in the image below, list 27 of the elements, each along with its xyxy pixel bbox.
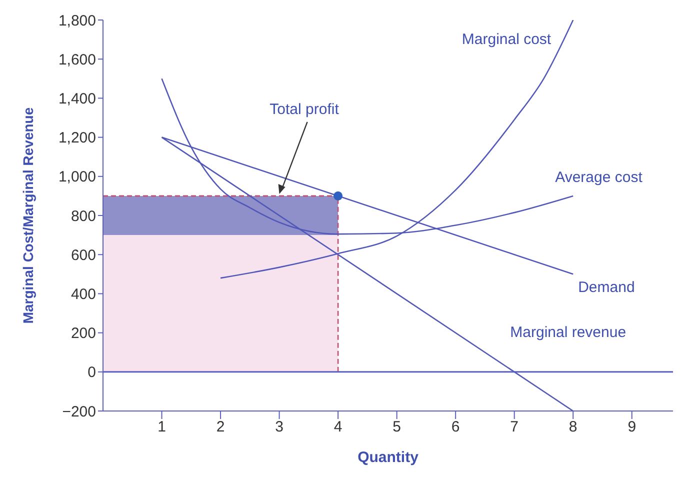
y-tick-label: 1,800 [58,12,96,30]
y-tick-label: 0 [88,364,96,382]
y-tick-label: 1,200 [58,130,96,147]
y-tick-label: 800 [70,208,96,225]
y-tick-label: 1,000 [58,168,96,186]
series-label: Demand [578,279,635,296]
x-tick-label: 6 [451,418,460,436]
x-tick-label: 8 [568,418,578,436]
series-label: Marginal revenue [510,324,626,341]
x-tick-label: 4 [334,418,342,436]
y-tick-label: −200 [62,403,96,420]
y-tick-label: 1,400 [58,90,96,108]
series-label: Average cost [555,168,644,186]
x-axis-title: Quantity [358,449,420,466]
x-tick-label: 7 [510,418,519,436]
y-tick-label: 1,600 [58,51,96,68]
x-tick-label: 3 [275,418,284,436]
y-tick-label: 600 [70,246,96,264]
annotation: Total profit [270,100,340,118]
x-tick-label: 1 [158,418,166,436]
x-tick-label: 9 [628,418,636,436]
y-axis-title: Marginal Cost/Marginal Revenue [20,107,36,324]
x-tick-label: 2 [216,418,225,436]
y-tick-label: 200 [70,325,96,342]
y-tick-label: 400 [70,286,96,304]
series-label: Marginal cost [462,30,552,48]
x-tick-label: 5 [392,418,401,436]
